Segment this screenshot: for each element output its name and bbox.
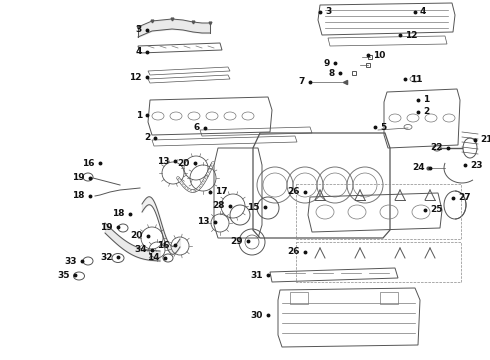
Text: 12: 12 <box>129 72 142 81</box>
Text: 2: 2 <box>144 134 150 143</box>
Text: 20: 20 <box>131 231 143 240</box>
Text: 6: 6 <box>194 123 200 132</box>
Text: 1: 1 <box>136 111 142 120</box>
Text: 30: 30 <box>250 310 263 320</box>
Text: 5: 5 <box>380 122 386 131</box>
Text: 23: 23 <box>470 161 483 170</box>
Text: 35: 35 <box>57 270 70 279</box>
Text: 19: 19 <box>100 222 113 231</box>
Text: 29: 29 <box>230 237 243 246</box>
Text: 13: 13 <box>157 157 170 166</box>
Text: 3: 3 <box>325 8 331 17</box>
Text: 12: 12 <box>405 31 417 40</box>
Text: 15: 15 <box>247 202 260 211</box>
Text: 14: 14 <box>147 253 160 262</box>
Text: 1: 1 <box>423 95 429 104</box>
Text: 31: 31 <box>250 270 263 279</box>
Text: 16: 16 <box>82 158 95 167</box>
Text: 28: 28 <box>213 202 225 211</box>
Text: 18: 18 <box>113 210 125 219</box>
Text: 13: 13 <box>197 217 210 226</box>
Bar <box>290 292 308 304</box>
Text: 3: 3 <box>136 26 142 35</box>
Text: 17: 17 <box>215 188 228 197</box>
Text: 7: 7 <box>298 77 305 86</box>
Text: 27: 27 <box>458 194 470 202</box>
Text: 4: 4 <box>136 48 142 57</box>
Text: 26: 26 <box>288 248 300 256</box>
Text: 19: 19 <box>73 174 85 183</box>
Text: 22: 22 <box>431 144 443 153</box>
Text: 16: 16 <box>157 240 170 249</box>
Text: 10: 10 <box>373 50 385 59</box>
Text: 33: 33 <box>65 256 77 266</box>
Text: 11: 11 <box>410 75 422 84</box>
Text: 21: 21 <box>480 135 490 144</box>
Text: 18: 18 <box>73 192 85 201</box>
Text: 25: 25 <box>430 206 442 215</box>
Bar <box>296 184 461 239</box>
Bar <box>296 242 461 282</box>
Text: 9: 9 <box>323 58 330 68</box>
Text: 26: 26 <box>288 188 300 197</box>
Text: 20: 20 <box>178 158 190 167</box>
Text: 24: 24 <box>413 163 425 172</box>
Text: 34: 34 <box>134 246 147 255</box>
Text: 8: 8 <box>329 68 335 77</box>
Text: 2: 2 <box>423 108 429 117</box>
Text: 32: 32 <box>100 252 113 261</box>
Text: 4: 4 <box>420 8 426 17</box>
Bar <box>380 292 398 304</box>
